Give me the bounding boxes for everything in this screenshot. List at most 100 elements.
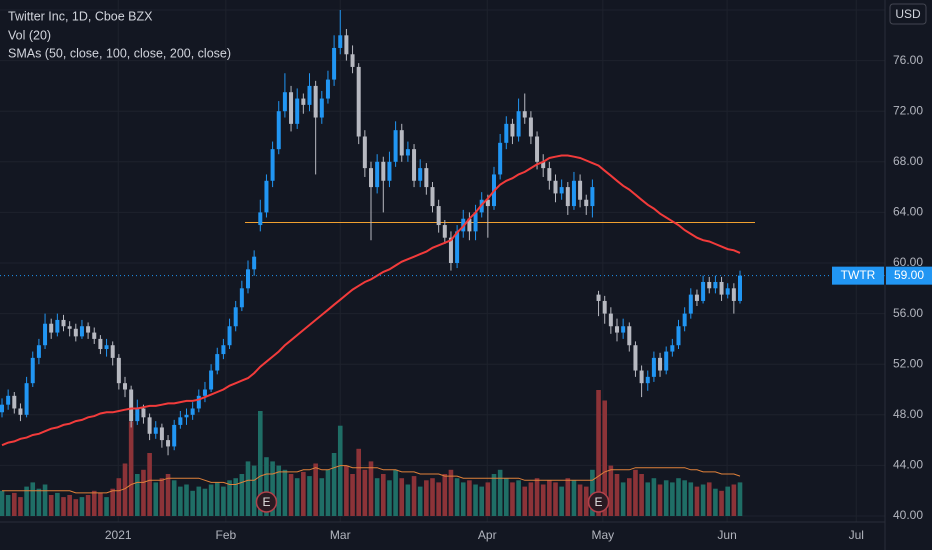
volume-bar: [577, 484, 583, 516]
candle-body: [559, 187, 564, 194]
candle-body: [393, 130, 398, 162]
volume-bar: [73, 499, 79, 516]
volume-bar: [91, 490, 97, 516]
candle-body: [313, 85, 318, 118]
candle-body: [276, 111, 281, 150]
currency[interactable]: USD: [895, 7, 921, 21]
candle-body: [221, 345, 226, 355]
candle-body: [61, 319, 66, 327]
volume-bar: [190, 490, 195, 516]
volume-bar: [0, 490, 5, 516]
volume-bar: [110, 488, 115, 516]
volume-bar: [583, 486, 589, 516]
candle-body: [596, 294, 601, 301]
candle-body: [694, 294, 699, 301]
candle-body: [387, 161, 392, 181]
candle-body: [18, 408, 23, 415]
symbol-tag: [832, 266, 884, 285]
candle-body: [252, 256, 257, 270]
candle-body: [362, 136, 367, 169]
volume-bar: [245, 461, 251, 516]
candle-body: [578, 180, 583, 200]
volume-bar: [719, 490, 724, 516]
volume-bar: [251, 465, 257, 516]
candle-body: [621, 326, 626, 333]
sma-legend: SMAs (50, close, 100, close, 200, close): [8, 46, 231, 60]
volume-bar: [356, 448, 361, 516]
volume-bar: [42, 484, 48, 516]
volume-bar: [553, 482, 558, 516]
volume-bar: [663, 480, 669, 516]
volume-bar: [104, 497, 109, 516]
candle-body: [178, 417, 183, 425]
volume-bar: [221, 486, 226, 516]
candle-body: [159, 427, 164, 441]
candle-body: [116, 357, 121, 384]
volume-bar: [374, 478, 380, 516]
volume-bar: [694, 486, 700, 516]
volume-bar: [202, 488, 208, 516]
candle-body: [264, 180, 269, 213]
currency-box[interactable]: [889, 3, 927, 25]
candle-body: [602, 300, 607, 314]
volume-bar: [737, 482, 743, 516]
candle-body: [418, 168, 423, 181]
volume-bar: [387, 480, 392, 516]
candle-body: [510, 123, 515, 137]
x-tick-label: Feb: [216, 528, 237, 542]
volume-bar: [608, 465, 614, 516]
candle-body: [270, 149, 275, 181]
candle-body: [301, 98, 306, 105]
candle-body: [67, 326, 72, 329]
volume-bar: [516, 480, 521, 516]
candle-body: [135, 408, 140, 422]
candle-body: [399, 130, 404, 156]
candle-body: [516, 111, 521, 137]
volume-bar: [670, 482, 675, 516]
candle-body: [190, 408, 195, 415]
volume-bar: [98, 492, 103, 516]
candle-body: [369, 168, 373, 188]
candle-body: [738, 275, 742, 301]
symbol-label: TWTR: [841, 268, 876, 282]
volume-bar: [270, 461, 275, 516]
x-tick-label: May: [592, 528, 615, 542]
candle-body: [725, 288, 730, 295]
volume-bar: [559, 486, 564, 516]
candle-body: [43, 323, 48, 346]
volume-bar: [313, 463, 318, 516]
candle-body: [590, 187, 595, 207]
volume-bar: [165, 474, 171, 516]
volume-bar: [368, 461, 374, 516]
candle-body: [473, 212, 478, 232]
candle-body: [24, 383, 29, 415]
candle-body: [79, 326, 84, 337]
event-marker: [255, 491, 278, 513]
volume-bar: [85, 495, 91, 516]
volume-bar: [337, 425, 343, 516]
volume-bar: [288, 474, 294, 516]
volume-bar: [128, 421, 134, 516]
candle-body: [651, 357, 656, 377]
volume-bar: [214, 482, 220, 516]
candle-body: [6, 395, 11, 405]
candle-body: [12, 395, 17, 409]
volume-bar: [651, 478, 657, 516]
volume-bar: [350, 474, 355, 516]
last-price-tag: [886, 266, 932, 285]
volume-bar: [676, 478, 681, 516]
volume-bar: [565, 478, 571, 516]
candle-body: [246, 269, 250, 289]
candle-body: [110, 345, 115, 358]
event-label: E: [595, 495, 603, 509]
candle-body: [405, 149, 410, 156]
sma-line: [1, 154, 741, 447]
volume-bar: [448, 469, 454, 516]
x-tick-label: Jul: [849, 528, 864, 542]
candle-body: [658, 357, 663, 371]
candle-body: [98, 338, 103, 350]
volume-bar: [307, 476, 312, 516]
